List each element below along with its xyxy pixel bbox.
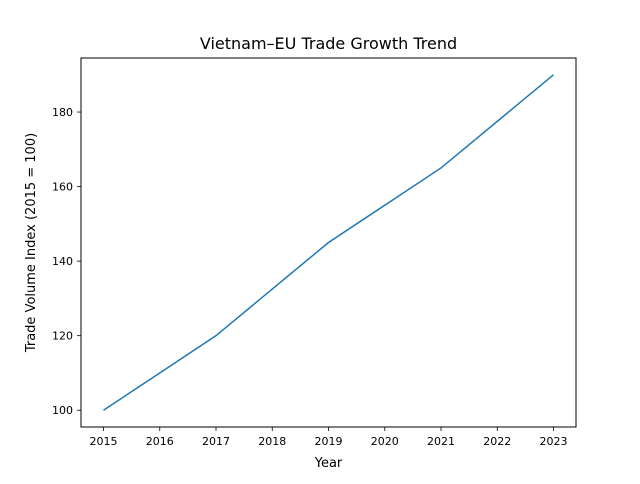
x-tick-label: 2017 (202, 435, 230, 448)
y-tick-label: 140 (52, 255, 73, 268)
x-tick-label: 2016 (146, 435, 174, 448)
x-tick-label: 2019 (315, 435, 343, 448)
y-tick-label: 100 (52, 404, 73, 417)
y-tick-label: 120 (52, 330, 73, 343)
x-axis-label: Year (314, 456, 343, 471)
x-tick-label: 2023 (540, 435, 568, 448)
x-tick-label: 2021 (427, 435, 455, 448)
y-axis-label: Trade Volume Index (2015 = 100) (24, 133, 39, 353)
x-tick-label: 2018 (258, 435, 286, 448)
chart-title: Vietnam–EU Trade Growth Trend (200, 34, 457, 53)
x-tick-label: 2022 (483, 435, 511, 448)
x-tick-label: 2020 (371, 435, 399, 448)
x-tick-label: 2015 (90, 435, 118, 448)
y-tick-label: 180 (52, 106, 73, 119)
y-tick-label: 160 (52, 181, 73, 194)
